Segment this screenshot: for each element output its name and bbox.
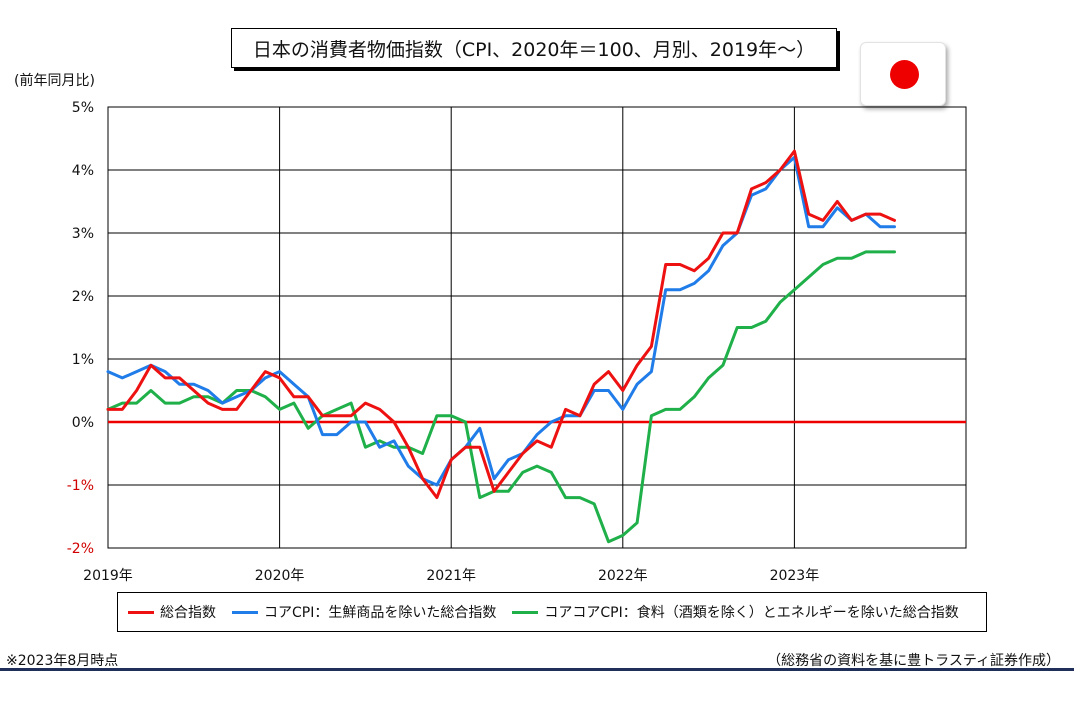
series-line-total xyxy=(106,149,896,500)
bottom-rule xyxy=(0,668,1074,671)
x-tick-label: 2019年 xyxy=(83,568,133,584)
legend-label-core-core: コアコアCPI：食料（酒類を除く）とエネルギーを除いた総合指数 xyxy=(544,605,959,621)
chart-title-text: 日本の消費者物価指数（CPI、2020年＝100、月別、2019年～） xyxy=(252,38,816,61)
legend-item-core-core: コアコアCPI：食料（酒類を除く）とエネルギーを除いた総合指数 xyxy=(512,602,959,622)
y-tick-label: 5% xyxy=(72,100,94,116)
footnote-date: ※2023年8月時点 xyxy=(6,653,119,669)
line-chart: -2% -1% 0% 1% 2% 3% 4% 5% 2019年 2020年 2021年 2022年 20… xyxy=(67,100,967,584)
y-tick-label: -2% xyxy=(67,541,94,557)
x-tick-label: 2023年 xyxy=(770,568,820,584)
y-tick-label: 4% xyxy=(72,163,94,179)
x-tick-label: 2022年 xyxy=(598,568,648,584)
y-tick-label: -1% xyxy=(67,478,94,494)
y-tick-label: 1% xyxy=(72,352,94,368)
legend-swatch-core-core xyxy=(512,610,539,614)
chart-title: 日本の消費者物価指数（CPI、2020年＝100、月別、2019年～） xyxy=(231,28,837,68)
legend-swatch-total xyxy=(128,610,154,614)
series-line-core xyxy=(106,155,896,487)
legend-item-core: コアCPI：生鮮商品を除いた総合指数 xyxy=(232,602,496,622)
y-unit-label: (前年同月比) xyxy=(14,73,95,89)
y-tick-label: 2% xyxy=(72,289,94,305)
y-tick-label: 3% xyxy=(72,226,94,242)
x-tick-label: 2020年 xyxy=(255,568,305,584)
series-line-core-core xyxy=(106,250,896,544)
legend-item-total: 総合指数 xyxy=(128,602,216,622)
plot-frame xyxy=(107,106,967,549)
legend-label-total: 総合指数 xyxy=(160,605,216,621)
japan-flag-icon xyxy=(890,60,919,89)
footnote-source: （総務省の資料を基に豊トラスティ証券作成） xyxy=(767,653,1060,669)
y-tick-label: 0% xyxy=(72,415,94,431)
legend: 総合指数 コアCPI：生鮮商品を除いた総合指数 コアコアCPI：食料（酒類を除く… xyxy=(117,592,987,632)
flag-card xyxy=(860,42,946,106)
legend-label-core: コアCPI：生鮮商品を除いた総合指数 xyxy=(264,605,497,621)
x-tick-label: 2021年 xyxy=(426,568,476,584)
legend-swatch-core xyxy=(232,610,258,614)
